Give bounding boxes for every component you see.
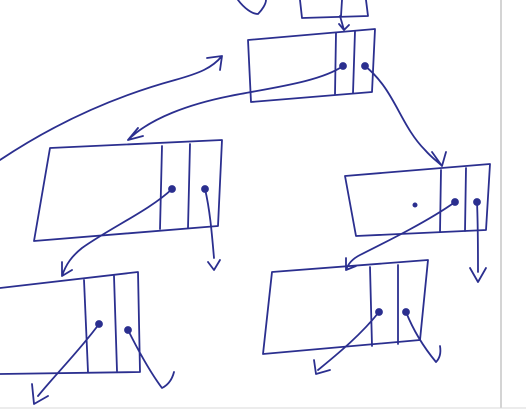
root-divider-left	[334, 32, 337, 95]
root-node	[247, 28, 376, 103]
ink-drawing	[0, 0, 491, 405]
right-child-right-null	[469, 201, 487, 283]
left-left-child-right-null	[127, 329, 175, 389]
right-left-child-divider-left	[369, 266, 373, 347]
root-right-link	[364, 65, 447, 167]
left-left-child-box	[0, 271, 141, 375]
left-left-child-divider-right	[113, 275, 118, 372]
right-child-left-link	[345, 201, 456, 271]
top-stub-divider	[340, 0, 343, 17]
right-child-dot	[412, 202, 418, 208]
left-left-child-divider-left	[83, 279, 89, 373]
left-left-child-left-null	[31, 323, 100, 405]
right-child-divider-right	[464, 167, 467, 232]
root-left-link	[127, 65, 344, 141]
top-stub-arrow	[338, 15, 350, 31]
left-child-divider-left	[159, 145, 163, 230]
right-left-child-node	[262, 259, 429, 355]
left-child-divider-right	[187, 143, 191, 229]
root-divider-right	[352, 30, 356, 94]
left-child-left-link	[61, 188, 173, 277]
right-child-divider-left	[439, 169, 442, 233]
right-child-node	[344, 163, 491, 237]
left-child-node	[33, 139, 223, 242]
incoming-parent-link	[0, 55, 223, 161]
right-child-box	[344, 163, 491, 237]
left-left-child-node	[0, 271, 141, 375]
top-stub-box	[299, 0, 369, 19]
root-box	[247, 28, 376, 103]
right-left-child-right-null	[405, 311, 442, 363]
right-left-child-left-null	[313, 311, 380, 375]
left-child-box	[33, 139, 223, 242]
top-edge-arrow	[237, 0, 267, 15]
right-left-child-box	[262, 259, 429, 355]
left-child-right-null	[204, 188, 221, 271]
top-stub-node	[237, 0, 369, 31]
